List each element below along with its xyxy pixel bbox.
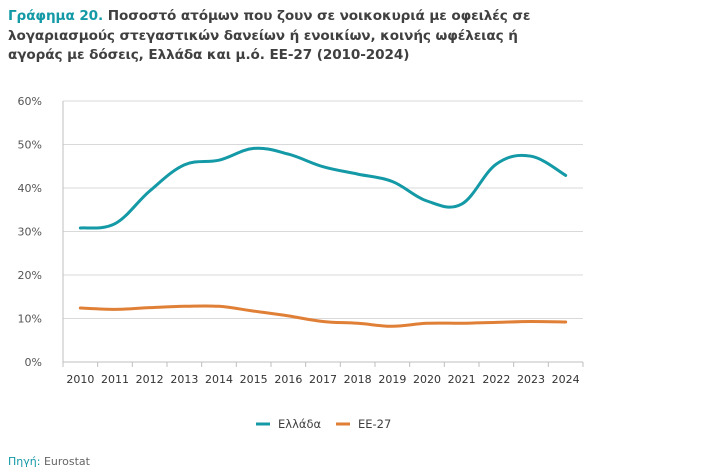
chart-title: Γράφημα 20. Ποσοστό ατόμων που ζουν σε ν… — [8, 7, 568, 66]
x-tick-label: 2010 — [66, 373, 94, 386]
series-line-eu27 — [78, 304, 568, 328]
series-line-greece — [78, 146, 568, 230]
source-label: Πηγή: — [8, 455, 41, 468]
legend: Ελλάδα ΕΕ-27 — [256, 417, 391, 431]
x-tick-label: 2017 — [309, 373, 337, 386]
x-tick-label: 2019 — [378, 373, 406, 386]
y-tick-label: 60% — [18, 95, 42, 108]
series-lines — [78, 146, 568, 328]
y-tick-label: 20% — [18, 269, 42, 282]
gridlines — [63, 100, 583, 319]
legend-label: ΕΕ-27 — [358, 417, 391, 431]
x-tick-label: 2018 — [344, 373, 372, 386]
figure-label: Γράφημα 20. — [8, 8, 104, 24]
figure-title: Ποσοστό ατόμων που ζουν σε νοικοκυριά με… — [8, 8, 531, 63]
x-axis: 2010 2011 2012 2013 2014 2015 2016 2017 2018 2019… — [62, 361, 584, 386]
x-tick-label: 2015 — [240, 373, 268, 386]
x-tick-label: 2020 — [413, 373, 441, 386]
x-tick-label: 2022 — [482, 373, 510, 386]
y-tick-label: 50% — [18, 139, 42, 152]
x-tick-label: 2023 — [517, 373, 545, 386]
y-tick-label: 0% — [25, 356, 42, 369]
legend-label: Ελλάδα — [278, 417, 321, 431]
y-axis: 0% 10% 20% 30% 40% 50% 60% — [18, 95, 64, 369]
x-tick-label: 2016 — [274, 373, 302, 386]
x-tick-label: 2012 — [136, 373, 164, 386]
x-tick-label: 2024 — [552, 373, 580, 386]
y-tick-label: 10% — [18, 313, 42, 326]
source-note: Πηγή: Eurostat — [8, 455, 90, 468]
y-tick-label: 40% — [18, 182, 42, 195]
x-tick-label: 2013 — [170, 373, 198, 386]
source-value: Eurostat — [43, 455, 90, 468]
y-tick-label: 30% — [18, 226, 42, 239]
x-tick-label: 2021 — [448, 373, 476, 386]
x-tick-label: 2011 — [101, 373, 129, 386]
x-tick-label: 2014 — [205, 373, 233, 386]
